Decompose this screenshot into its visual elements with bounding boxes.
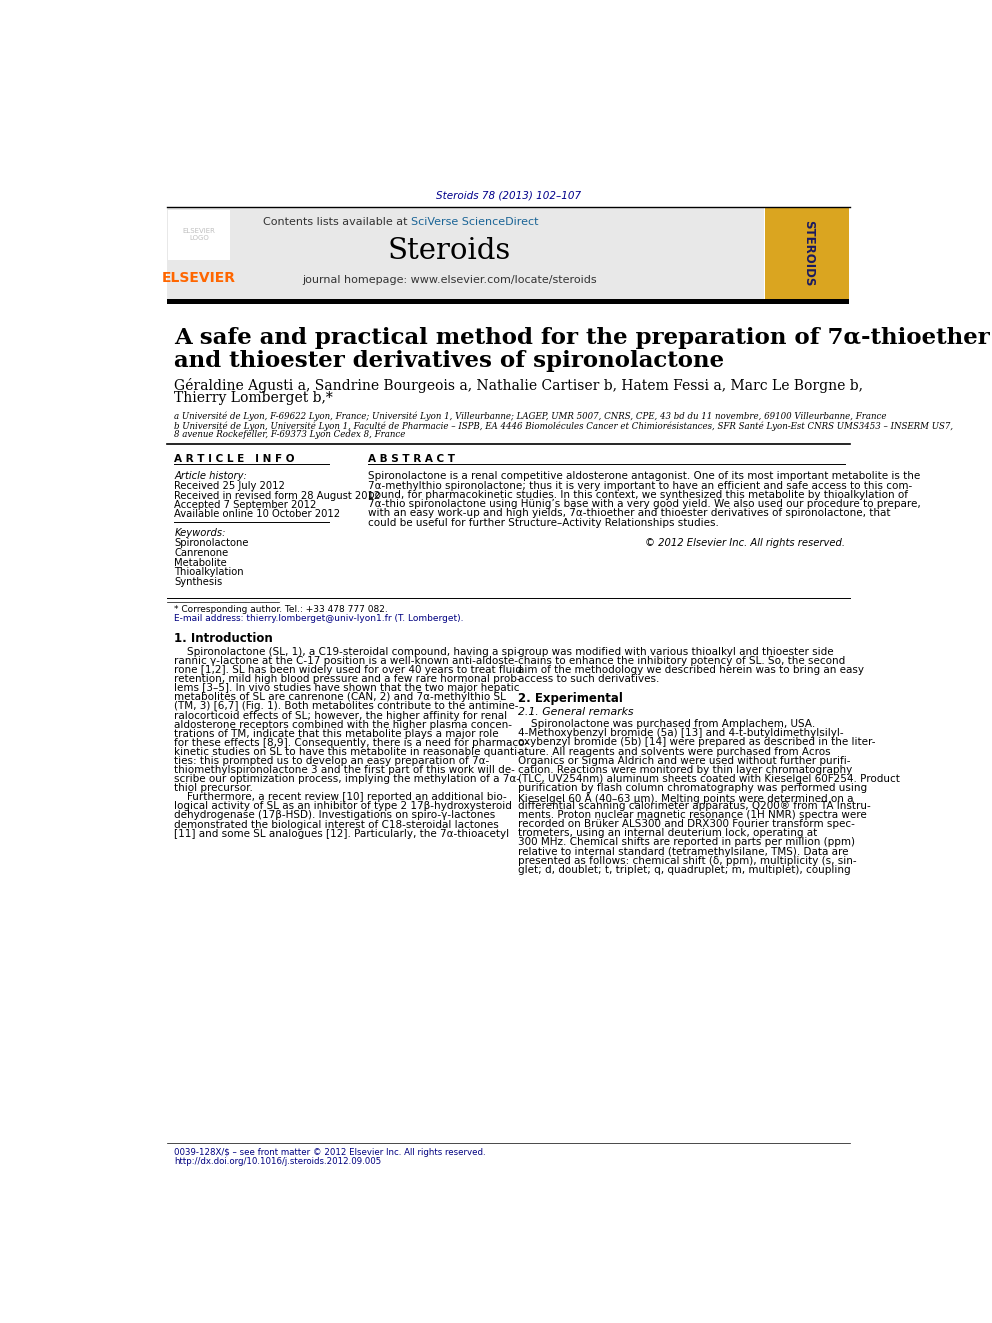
Text: [11] and some SL analogues [12]. Particularly, the 7α-thioacetyl: [11] and some SL analogues [12]. Particu…: [175, 828, 510, 839]
Text: dehydrogenase (17β-HSD). Investigations on spiro-γ-lactones: dehydrogenase (17β-HSD). Investigations …: [175, 811, 496, 820]
Text: and thioester derivatives of spironolactone: and thioester derivatives of spironolact…: [175, 349, 724, 372]
Text: with an easy work-up and high yields, 7α-thioether and thioester derivatives of : with an easy work-up and high yields, 7α…: [368, 508, 891, 519]
Text: E-mail address: thierry.lomberget@univ-lyon1.fr (T. Lomberget).: E-mail address: thierry.lomberget@univ-l…: [175, 614, 464, 623]
Text: Organics or Sigma Aldrich and were used without further purifi-: Organics or Sigma Aldrich and were used …: [518, 755, 850, 766]
Text: Synthesis: Synthesis: [175, 577, 222, 587]
Text: http://dx.doi.org/10.1016/j.steroids.2012.09.005: http://dx.doi.org/10.1016/j.steroids.201…: [175, 1158, 382, 1167]
Text: demonstrated the biological interest of C18-steroidal lactones: demonstrated the biological interest of …: [175, 819, 499, 830]
Text: 1. Introduction: 1. Introduction: [175, 632, 273, 646]
Text: * Corresponding author. Tel.: +33 478 777 082.: * Corresponding author. Tel.: +33 478 77…: [175, 606, 388, 614]
Text: Canrenone: Canrenone: [175, 548, 228, 558]
Text: A safe and practical method for the preparation of 7α-thioether: A safe and practical method for the prep…: [175, 327, 990, 349]
Text: 300 MHz. Chemical shifts are reported in parts per million (ppm): 300 MHz. Chemical shifts are reported in…: [518, 837, 855, 848]
Text: Article history:: Article history:: [175, 471, 247, 482]
Text: rannic γ-lactone at the C-17 position is a well-known anti-aldoste-: rannic γ-lactone at the C-17 position is…: [175, 656, 519, 665]
Text: logical activity of SL as an inhibitor of type 2 17β-hydroxysteroid: logical activity of SL as an inhibitor o…: [175, 802, 512, 811]
Text: access to such derivatives.: access to such derivatives.: [518, 675, 659, 684]
Text: purification by flash column chromatography was performed using: purification by flash column chromatogra…: [518, 783, 867, 792]
Text: 4-Methoxybenzyl bromide (5a) [13] and 4-t-butyldimethylsilyl-: 4-Methoxybenzyl bromide (5a) [13] and 4-…: [518, 729, 843, 738]
Text: Furthermore, a recent review [10] reported an additional bio-: Furthermore, a recent review [10] report…: [175, 792, 507, 802]
Text: Contents lists available at: Contents lists available at: [263, 217, 411, 228]
Text: Accepted 7 September 2012: Accepted 7 September 2012: [175, 500, 316, 509]
Text: trations of TM, indicate that this metabolite plays a major role: trations of TM, indicate that this metab…: [175, 729, 499, 738]
Text: presented as follows: chemical shift (δ, ppm), multiplicity (s, sin-: presented as follows: chemical shift (δ,…: [518, 856, 856, 865]
Text: Spironolactone: Spironolactone: [175, 538, 249, 548]
Text: Thioalkylation: Thioalkylation: [175, 568, 244, 577]
Text: 7α-methylthio spironolactone; thus it is very important to have an efficient and: 7α-methylthio spironolactone; thus it is…: [368, 480, 913, 491]
Text: STEROIDS: STEROIDS: [802, 221, 814, 287]
Text: retention, mild high blood pressure and a few rare hormonal prob-: retention, mild high blood pressure and …: [175, 675, 521, 684]
Text: kinetic studies on SL to have this metabolite in reasonable quanti-: kinetic studies on SL to have this metab…: [175, 747, 521, 757]
Text: for these effects [8,9]. Consequently, there is a need for pharmaco-: for these effects [8,9]. Consequently, t…: [175, 738, 529, 747]
Text: thiomethylspironolactone 3 and the first part of this work will de-: thiomethylspironolactone 3 and the first…: [175, 765, 515, 775]
Text: journal homepage: www.elsevier.com/locate/steroids: journal homepage: www.elsevier.com/locat…: [303, 275, 597, 286]
Text: Keywords:: Keywords:: [175, 528, 226, 538]
Text: chains to enhance the inhibitory potency of SL. So, the second: chains to enhance the inhibitory potency…: [518, 656, 845, 665]
Text: 0039-128X/$ – see front matter © 2012 Elsevier Inc. All rights reserved.: 0039-128X/$ – see front matter © 2012 El…: [175, 1148, 486, 1158]
Text: b Université de Lyon, Université Lyon 1, Faculté de Pharmacie – ISPB, EA 4446 Bi: b Université de Lyon, Université Lyon 1,…: [175, 421, 953, 431]
Text: ralocorticoid effects of SL; however, the higher affinity for renal: ralocorticoid effects of SL; however, th…: [175, 710, 508, 721]
Text: Thierry Lomberget b,*: Thierry Lomberget b,*: [175, 392, 333, 405]
Text: A B S T R A C T: A B S T R A C T: [368, 454, 455, 463]
Text: thiol precursor.: thiol precursor.: [175, 783, 253, 794]
Text: Kieselgel 60 Å (40–63 μm). Melting points were determined on a: Kieselgel 60 Å (40–63 μm). Melting point…: [518, 792, 853, 804]
Text: ments. Proton nuclear magnetic resonance (1H NMR) spectra were: ments. Proton nuclear magnetic resonance…: [518, 810, 866, 820]
Text: relative to internal standard (tetramethylsilane, TMS). Data are: relative to internal standard (tetrameth…: [518, 847, 848, 856]
Text: pound, for pharmacokinetic studies. In this context, we synthesized this metabol: pound, for pharmacokinetic studies. In t…: [368, 490, 908, 500]
Text: Received in revised form 28 August 2012: Received in revised form 28 August 2012: [175, 491, 381, 500]
Text: Metabolite: Metabolite: [175, 557, 227, 568]
FancyBboxPatch shape: [169, 209, 230, 259]
Text: Géraldine Agusti a, Sandrine Bourgeois a, Nathalie Cartiser b, Hatem Fessi a, Ma: Géraldine Agusti a, Sandrine Bourgeois a…: [175, 378, 863, 393]
Text: oxybenzyl bromide (5b) [14] were prepared as described in the liter-: oxybenzyl bromide (5b) [14] were prepare…: [518, 737, 875, 747]
Text: recorded on Brüker ALS300 and DRX300 Fourier transform spec-: recorded on Brüker ALS300 and DRX300 Fou…: [518, 819, 854, 830]
Text: aim of the methodology we described herein was to bring an easy: aim of the methodology we described here…: [518, 665, 864, 675]
Text: ELSEVIER: ELSEVIER: [162, 271, 236, 286]
Text: 2.1. General remarks: 2.1. General remarks: [518, 706, 633, 717]
Text: cation. Reactions were monitored by thin layer chromatography: cation. Reactions were monitored by thin…: [518, 765, 852, 775]
FancyBboxPatch shape: [167, 208, 764, 299]
FancyBboxPatch shape: [167, 299, 849, 304]
Text: group was modified with various thioalkyl and thioester side: group was modified with various thioalky…: [518, 647, 833, 658]
Text: SciVerse ScienceDirect: SciVerse ScienceDirect: [411, 217, 539, 228]
Text: glet; d, doublet; t, triplet; q, quadruplet; m, multiplet), coupling: glet; d, doublet; t, triplet; q, quadrup…: [518, 865, 850, 875]
Text: Steroids 78 (2013) 102–107: Steroids 78 (2013) 102–107: [435, 191, 581, 201]
Text: metabolites of SL are canrenone (CAN, 2) and 7α-methylthio SL: metabolites of SL are canrenone (CAN, 2)…: [175, 692, 506, 703]
Text: Steroids: Steroids: [388, 237, 511, 265]
Text: ties: this prompted us to develop an easy preparation of 7α-: ties: this prompted us to develop an eas…: [175, 755, 490, 766]
Text: Spironolactone was purchased from Amplachem, USA.: Spironolactone was purchased from Amplac…: [518, 720, 815, 729]
Text: 8 avenue Rockefeller, F-69373 Lyon Cedex 8, France: 8 avenue Rockefeller, F-69373 Lyon Cedex…: [175, 430, 406, 439]
Text: Received 25 July 2012: Received 25 July 2012: [175, 482, 286, 491]
Text: © 2012 Elsevier Inc. All rights reserved.: © 2012 Elsevier Inc. All rights reserved…: [645, 537, 845, 548]
Text: (TM, 3) [6,7] (Fig. 1). Both metabolites contribute to the antimine-: (TM, 3) [6,7] (Fig. 1). Both metabolites…: [175, 701, 519, 712]
FancyBboxPatch shape: [765, 208, 849, 299]
Text: aldosterone receptors combined with the higher plasma concen-: aldosterone receptors combined with the …: [175, 720, 513, 729]
Text: Available online 10 October 2012: Available online 10 October 2012: [175, 509, 340, 519]
Text: a Université de Lyon, F-69622 Lyon, France; Université Lyon 1, Villeurbanne; LAG: a Université de Lyon, F-69622 Lyon, Fran…: [175, 411, 887, 421]
Text: 7α-thio spironolactone using Hünig’s base with a very good yield. We also used o: 7α-thio spironolactone using Hünig’s bas…: [368, 499, 921, 509]
Text: ature. All reagents and solvents were purchased from Acros: ature. All reagents and solvents were pu…: [518, 746, 830, 757]
Text: Spironolactone (SL, 1), a C19-steroidal compound, having a spi-: Spironolactone (SL, 1), a C19-steroidal …: [175, 647, 521, 658]
Text: scribe our optimization process, implying the methylation of a 7α-: scribe our optimization process, implyin…: [175, 774, 521, 785]
Text: Spironolactone is a renal competitive aldosterone antagonist. One of its most im: Spironolactone is a renal competitive al…: [368, 471, 921, 482]
Text: differential scanning calorimeter apparatus, Q200® from TA Instru-: differential scanning calorimeter appara…: [518, 802, 870, 811]
Text: (TLC, UV254nm) aluminum sheets coated with Kieselgel 60F254. Product: (TLC, UV254nm) aluminum sheets coated wi…: [518, 774, 900, 783]
Text: ELSEVIER
LOGO: ELSEVIER LOGO: [183, 229, 215, 242]
Text: could be useful for further Structure–Activity Relationships studies.: could be useful for further Structure–Ac…: [368, 517, 719, 528]
Text: A R T I C L E   I N F O: A R T I C L E I N F O: [175, 454, 295, 463]
Text: lems [3–5]. In vivo studies have shown that the two major hepatic: lems [3–5]. In vivo studies have shown t…: [175, 683, 520, 693]
Text: 2. Experimental: 2. Experimental: [518, 692, 623, 705]
Text: trometers, using an internal deuterium lock, operating at: trometers, using an internal deuterium l…: [518, 828, 817, 839]
Text: rone [1,2]. SL has been widely used for over 40 years to treat fluid: rone [1,2]. SL has been widely used for …: [175, 665, 522, 675]
